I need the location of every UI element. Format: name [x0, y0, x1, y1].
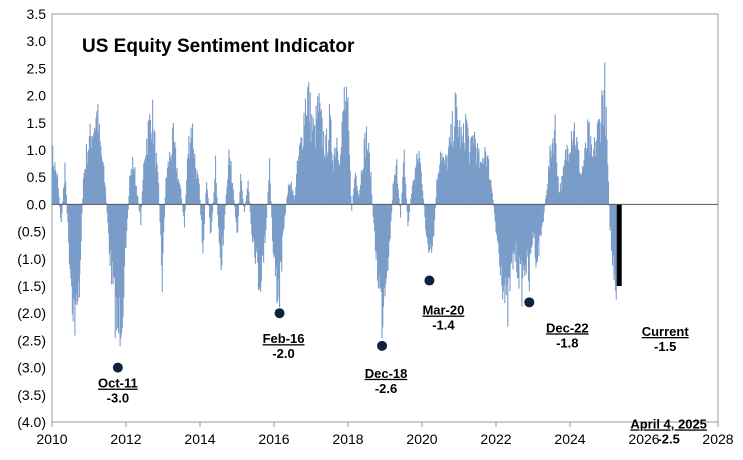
y-tick-label: 2.0	[27, 88, 47, 104]
y-tick-label: (4.0)	[17, 414, 46, 430]
x-tick-label: 2010	[36, 431, 67, 447]
y-tick-label: (2.5)	[17, 332, 46, 348]
annotation-label: Mar-20	[422, 303, 464, 318]
annotation-label: Dec-18	[365, 366, 408, 381]
annotation-label: Current	[642, 324, 690, 339]
y-tick-label: (1.0)	[17, 251, 46, 267]
x-tick-label: 2024	[554, 431, 585, 447]
x-tick-label: 2012	[110, 431, 141, 447]
annotation-value: -1.8	[556, 335, 578, 350]
annotation-dot	[424, 275, 435, 286]
bar-series	[51, 62, 622, 347]
annotation-dot	[274, 308, 285, 319]
annotation-label: Dec-22	[546, 320, 589, 335]
y-tick-label: (0.5)	[17, 224, 46, 240]
annotation-dot	[524, 297, 535, 308]
y-tick-label: (2.0)	[17, 305, 46, 321]
annotation-value: -2.5	[657, 431, 679, 446]
annotation-value: -2.0	[272, 346, 294, 361]
annotation-value: -3.0	[107, 391, 129, 406]
chart-title: US Equity Sentiment Indicator	[82, 36, 355, 57]
y-tick-label: (3.0)	[17, 360, 46, 376]
annotation-value: -2.6	[375, 381, 397, 396]
x-tick-label: 2020	[406, 431, 437, 447]
x-tick-label: 2028	[702, 431, 733, 447]
y-tick-label: (1.5)	[17, 278, 46, 294]
annotation-label: Oct-11	[98, 376, 138, 391]
y-tick-label: 3.5	[27, 6, 47, 22]
y-tick-label: 0.0	[27, 196, 47, 212]
y-tick-label: (3.5)	[17, 387, 46, 403]
x-tick-label: 2018	[332, 431, 363, 447]
annotation-dot	[377, 340, 388, 351]
annotation-label: Feb-16	[263, 331, 305, 346]
x-tick-label: 2026	[628, 431, 659, 447]
y-tick-label: 3.0	[27, 33, 47, 49]
y-tick-label: 1.0	[27, 142, 47, 158]
x-tick-label: 2014	[184, 431, 215, 447]
annotation-dot	[112, 362, 123, 373]
y-tick-label: 0.5	[27, 169, 47, 185]
y-tick-label: 2.5	[27, 60, 47, 76]
x-axis-ticks: 2010 2012 2014 2016 2018 2020 2022 2024 2026 2028	[36, 422, 734, 447]
annotations: Oct-11-3.0 Feb-16-2.0 Dec-18-2.6 Mar-20-1.4…	[98, 275, 707, 446]
x-tick-label: 2016	[258, 431, 289, 447]
annotation-value: -1.5	[654, 339, 676, 354]
annotation-label: April 4, 2025	[630, 416, 707, 431]
current-bar	[616, 204, 622, 286]
y-tick-label: 1.5	[27, 115, 47, 131]
y-axis-ticks: 3.5 3.0 2.5 2.0 1.5 1.0 0.5 0.0 (0.5) (1.0) (1.5) (…	[17, 6, 46, 430]
annotation-value: -1.4	[432, 318, 455, 333]
x-tick-label: 2022	[480, 431, 511, 447]
